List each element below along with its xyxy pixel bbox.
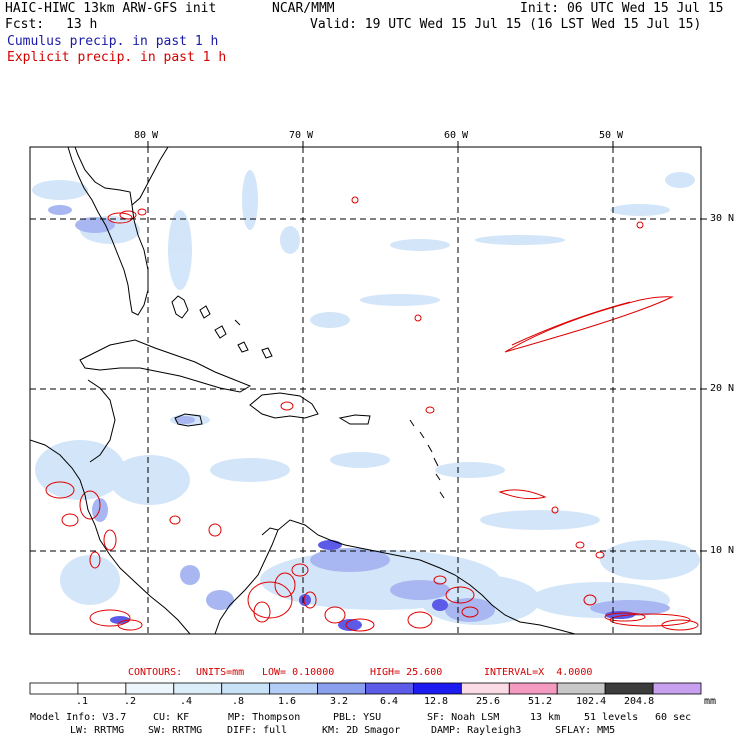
contours-interval: INTERVAL=X 4.0000	[484, 667, 593, 678]
colorbar-swatch	[125, 682, 175, 695]
shortwave-scheme: SW: RRTMG	[148, 725, 203, 736]
colorbar-swatch	[317, 682, 366, 695]
colorbar-swatch	[604, 682, 654, 695]
model-title: HAIC-HIWC 13km ARW-GFS init	[5, 1, 217, 16]
surface-layer: SFLAY: MM5	[555, 725, 616, 736]
pbl-scheme: PBL: YSU	[333, 712, 382, 723]
colorbar-label: 6.4	[380, 696, 399, 707]
damping: DAMP: Rayleigh3	[431, 725, 522, 736]
map-frame	[29, 146, 702, 635]
colorbar-label: 25.6	[476, 696, 501, 707]
colorbar-label: .4	[180, 696, 193, 707]
colorbar	[29, 682, 702, 695]
colorbar-swatch	[652, 682, 702, 695]
colorbar-label: 51.2	[528, 696, 553, 707]
forecast-hour: 13 h	[66, 17, 98, 32]
cumulus-scheme: CU: KF	[153, 712, 190, 723]
lat-lon-grid	[30, 147, 701, 634]
colorbar-swatch	[365, 682, 414, 695]
colorbar-label: 1.6	[278, 696, 297, 707]
forecast-label: Fcst:	[5, 17, 45, 32]
init-time: Init: 06 UTC Wed 15 Jul 15	[520, 1, 724, 16]
model-version: Model Info: V3.7	[30, 712, 127, 723]
cumulus-precip-title: Cumulus precip. in past 1 h	[7, 34, 219, 49]
lon-label-70w: 70 W	[289, 130, 314, 141]
contours-heading: CONTOURS:	[128, 667, 183, 678]
lon-label-50w: 50 W	[599, 130, 624, 141]
colorbar-swatch	[221, 682, 271, 695]
lat-label-30n: 30 N	[710, 213, 735, 224]
time-step: 60 sec	[655, 712, 692, 723]
longwave-scheme: LW: RRTMG	[70, 725, 125, 736]
colorbar-swatch	[508, 682, 558, 695]
colorbar-swatch	[269, 682, 318, 695]
lat-label-10n: 10 N	[710, 545, 735, 556]
valid-time: Valid: 19 UTC Wed 15 Jul 15 (16 LST Wed …	[310, 17, 702, 32]
colorbar-swatch	[460, 682, 510, 695]
surface-scheme: SF: Noah LSM	[427, 712, 500, 723]
contours-units: UNITS=mm	[196, 667, 245, 678]
coastlines	[30, 147, 576, 634]
lat-label-20n: 20 N	[710, 383, 735, 394]
colorbar-label: .1	[76, 696, 89, 707]
vertical-levels: 51 levels	[584, 712, 639, 723]
colorbar-label: 204.8	[624, 696, 655, 707]
colorbar-swatch	[173, 682, 223, 695]
contours-high: HIGH= 25.600	[370, 667, 443, 678]
colorbar-unit: mm	[704, 696, 717, 707]
colorbar-swatch	[413, 682, 462, 695]
lon-label-80w: 80 W	[134, 130, 159, 141]
explicit-precip-title: Explicit precip. in past 1 h	[7, 50, 227, 65]
microphysics-scheme: MP: Thompson	[228, 712, 301, 723]
colorbar-swatch	[77, 682, 127, 695]
lon-label-60w: 60 W	[444, 130, 469, 141]
contours-low: LOW= 0.10000	[262, 667, 335, 678]
organization: NCAR/MMM	[272, 1, 335, 16]
eddy-coefficient: KM: 2D Smagor	[322, 725, 401, 736]
diffusion: DIFF: full	[227, 725, 288, 736]
grid-spacing: 13 km	[530, 712, 561, 723]
explicit-precip-contours	[45, 196, 699, 632]
colorbar-label: .2	[124, 696, 137, 707]
colorbar-swatch	[29, 682, 79, 695]
colorbar-swatch	[556, 682, 606, 695]
cumulus-precip-field	[32, 170, 700, 631]
colorbar-label: .8	[232, 696, 245, 707]
colorbar-label: 12.8	[424, 696, 449, 707]
colorbar-label: 3.2	[330, 696, 349, 707]
colorbar-label: 102.4	[576, 696, 607, 707]
